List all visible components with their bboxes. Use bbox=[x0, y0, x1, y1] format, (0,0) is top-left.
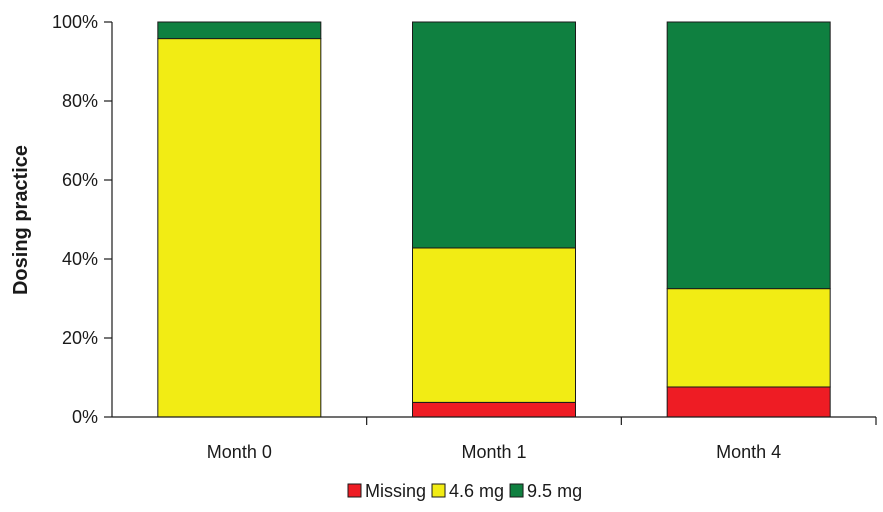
legend-label: 9.5 mg bbox=[527, 481, 582, 501]
x-tick-label: Month 4 bbox=[716, 442, 781, 462]
legend-label: Missing bbox=[365, 481, 426, 501]
legend-label: 4.6 mg bbox=[449, 481, 504, 501]
bar-9-5-mg-month-0 bbox=[157, 21, 322, 40]
y-tick-label: 80% bbox=[62, 91, 98, 111]
y-tick-label: 60% bbox=[62, 170, 98, 190]
bar-9-5-mg-month-4 bbox=[666, 21, 831, 290]
y-axis-title: Dosing practice bbox=[10, 145, 32, 295]
y-axis: 0% 20% 40% 60% 80% 100% bbox=[52, 12, 113, 427]
legend-swatch bbox=[347, 483, 362, 498]
x-tick-label: Month 1 bbox=[461, 442, 526, 462]
bar-4-6-mg-month-4 bbox=[666, 288, 831, 388]
bar-4-6-mg-month-0 bbox=[157, 38, 322, 418]
legend: Missing 4.6 mg 9.5 mg bbox=[347, 481, 582, 501]
x-axis: Month 0 Month 1 Month 4 bbox=[112, 416, 877, 462]
y-tick-label: 40% bbox=[62, 249, 98, 269]
bar-9-5-mg-month-1 bbox=[412, 21, 576, 249]
y-tick-label: 100% bbox=[52, 12, 98, 32]
y-tick-label: 0% bbox=[72, 407, 98, 427]
y-tick-label: 20% bbox=[62, 328, 98, 348]
bar-missing-month-1 bbox=[412, 401, 576, 418]
bar-4-6-mg-month-1 bbox=[412, 247, 576, 403]
plot-area bbox=[157, 21, 831, 418]
bar-missing-month-4 bbox=[666, 386, 831, 418]
legend-swatch bbox=[509, 483, 524, 498]
legend-swatch bbox=[431, 483, 446, 498]
x-tick-label: Month 0 bbox=[207, 442, 272, 462]
